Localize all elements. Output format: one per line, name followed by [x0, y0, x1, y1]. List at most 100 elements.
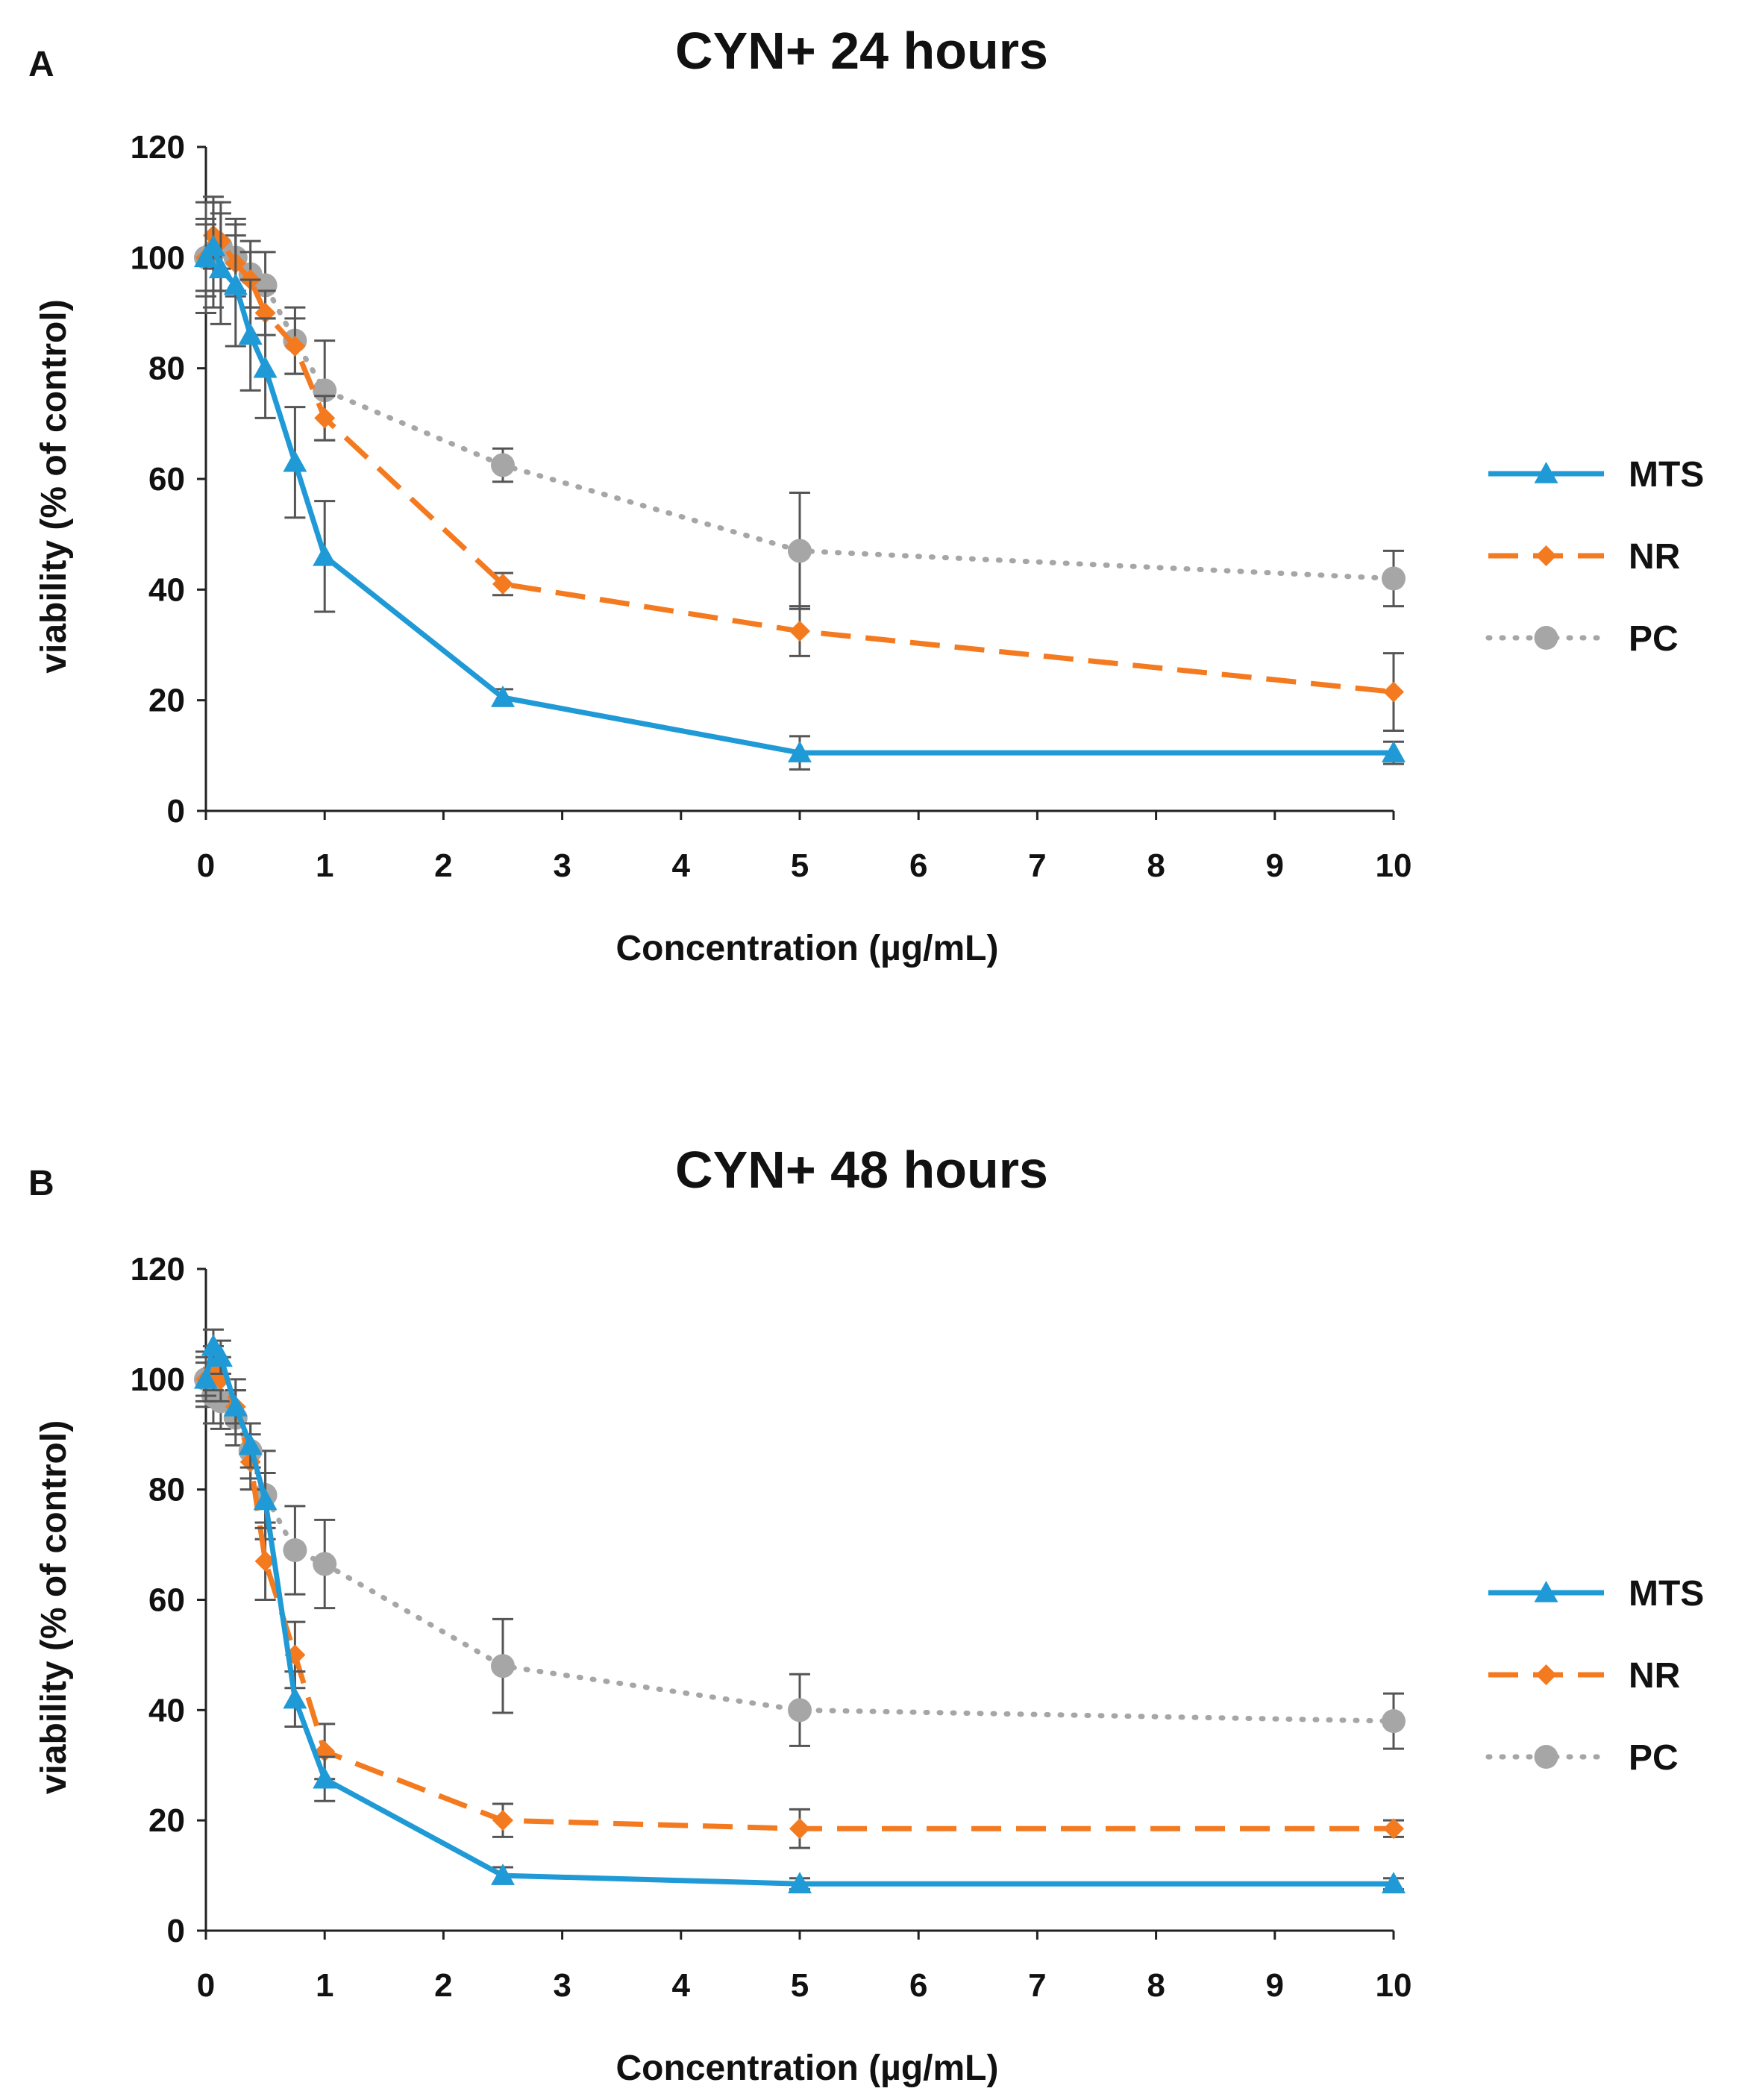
x-tick-label: 1: [316, 847, 333, 884]
y-tick-label: 100: [131, 239, 185, 276]
data-point: [789, 620, 810, 642]
x-tick-label: 7: [1028, 847, 1046, 884]
series-mts: [194, 201, 1406, 771]
x-tick-label: 3: [553, 1967, 571, 2004]
legend-label: NR: [1629, 1656, 1680, 1696]
y-axis-title: viability (% of control): [34, 1420, 74, 1794]
x-tick-label: 4: [672, 1967, 691, 2004]
legend-swatch-marker: [1534, 462, 1558, 483]
y-tick-label: 60: [148, 1582, 185, 1619]
x-tick-label: 2: [434, 1967, 452, 2004]
data-point: [1383, 681, 1404, 703]
data-point: [491, 1864, 515, 1885]
series-line: [203, 1344, 1394, 1887]
data-point: [283, 1687, 307, 1709]
data-point: [223, 1394, 248, 1417]
legend-label: MTS: [1629, 1574, 1704, 1614]
data-point: [1382, 1709, 1406, 1734]
data-point: [492, 1810, 513, 1831]
chart-title: CYN+ 24 hours: [675, 22, 1048, 80]
data-point: [201, 234, 225, 257]
data-point: [283, 450, 307, 472]
x-tick-label: 2: [434, 847, 452, 884]
data-point: [788, 1698, 812, 1723]
data-point: [788, 539, 812, 563]
chart-title: CYN+ 48 hours: [675, 1141, 1048, 1199]
legend-swatch-marker: [1534, 1745, 1558, 1769]
legend-item-pc: PC: [1485, 619, 1679, 659]
y-tick-label: 80: [148, 1472, 185, 1508]
y-tick-label: 20: [148, 683, 185, 719]
data-point: [492, 573, 513, 595]
legend-label: NR: [1629, 537, 1680, 577]
data-point: [788, 741, 812, 762]
series-pc: [194, 195, 1406, 610]
data-point: [283, 1538, 307, 1562]
legend-swatch-marker: [1534, 626, 1558, 650]
data-point: [788, 1872, 812, 1893]
data-point: [313, 1552, 337, 1576]
x-tick-label: 7: [1028, 1967, 1046, 2004]
legend-item-nr: NR: [1488, 537, 1680, 577]
x-tick-label: 1: [316, 1967, 333, 2004]
legend-swatch-marker: [1535, 545, 1557, 566]
x-axis-title: Concentration (µg/mL): [616, 2049, 999, 2088]
data-point: [238, 1433, 263, 1455]
x-tick-label: 10: [1376, 847, 1412, 884]
series-nr: [195, 201, 1404, 732]
legend-label: PC: [1629, 619, 1679, 659]
legend-label: PC: [1629, 1738, 1679, 1778]
data-point: [313, 1767, 337, 1789]
y-axis-title: viability (% of control): [34, 299, 74, 673]
x-tick-label: 4: [672, 847, 691, 884]
data-point: [208, 1345, 233, 1367]
series-pc: [194, 1350, 1406, 1750]
legend-item-mts: MTS: [1488, 1574, 1704, 1614]
panel-letter: B: [28, 1164, 54, 1203]
y-tick-label: 120: [131, 1251, 185, 1288]
x-tick-label: 6: [909, 1967, 927, 2004]
y-tick-label: 0: [167, 793, 185, 830]
data-point: [789, 1818, 810, 1840]
data-point: [253, 1488, 278, 1511]
x-tick-label: 9: [1266, 847, 1284, 884]
legend-item-pc: PC: [1485, 1738, 1679, 1778]
panel-letter: A: [28, 45, 54, 84]
data-point: [1382, 1872, 1406, 1893]
legend-swatch-marker: [1534, 1581, 1558, 1602]
y-tick-label: 0: [167, 1913, 185, 1949]
y-tick-label: 80: [148, 351, 185, 387]
data-point: [313, 544, 337, 566]
chart-panel-b: B CYN+ 48 hours 0 20 40 60 80 100 120 0 1 2 3 4 5 6 7 8 9 1…: [28, 1141, 1704, 2088]
data-point: [253, 356, 278, 378]
data-point: [284, 336, 306, 357]
data-point: [491, 685, 515, 707]
x-tick-label: 8: [1147, 1967, 1165, 2004]
y-tick-label: 120: [131, 129, 185, 166]
data-point: [238, 323, 263, 345]
x-tick-label: 0: [197, 1967, 215, 2004]
data-point: [194, 245, 218, 268]
x-tick-label: 0: [197, 847, 215, 884]
y-tick-label: 100: [131, 1361, 185, 1398]
data-point: [208, 257, 233, 278]
data-point: [314, 407, 336, 429]
series-line: [203, 1376, 1397, 1724]
x-tick-label: 8: [1147, 847, 1165, 884]
x-tick-label: 6: [909, 847, 927, 884]
data-point: [491, 1654, 515, 1679]
data-point: [254, 1550, 276, 1572]
y-tick-label: 20: [148, 1802, 185, 1839]
data-point: [1383, 1818, 1404, 1840]
legend-label: MTS: [1629, 455, 1704, 495]
series-nr: [195, 1344, 1404, 1849]
data-point: [1382, 741, 1406, 762]
data-point: [194, 1367, 218, 1389]
legend-swatch-marker: [1535, 1664, 1557, 1685]
x-tick-label: 5: [791, 847, 809, 884]
y-tick-label: 40: [148, 1692, 185, 1728]
data-point: [1382, 566, 1406, 591]
series-mts: [194, 1328, 1406, 1893]
x-tick-label: 10: [1376, 1967, 1412, 2004]
